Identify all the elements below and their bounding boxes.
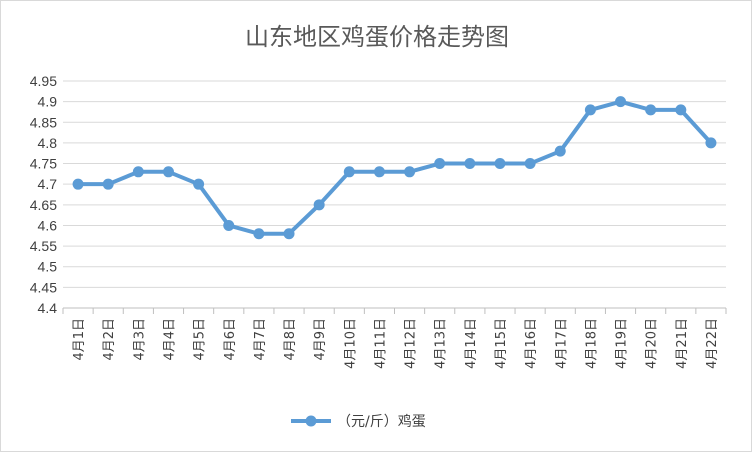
x-tick-label: 4月6日 xyxy=(223,318,238,361)
data-point xyxy=(434,158,446,170)
x-tick-label: 4月11日 xyxy=(373,318,388,369)
x-tick-label: 4月5日 xyxy=(193,318,208,361)
data-point xyxy=(253,228,265,240)
data-point xyxy=(554,145,566,157)
data-point xyxy=(404,166,416,178)
y-tick-label: 4.8 xyxy=(38,135,58,151)
data-point xyxy=(494,158,506,170)
y-tick-label: 4.5 xyxy=(38,259,58,275)
data-point xyxy=(132,166,144,178)
y-tick-label: 4.75 xyxy=(30,156,57,172)
legend-label: （元/斤）鸡蛋 xyxy=(337,413,426,430)
x-tick-label: 4月9日 xyxy=(313,318,328,361)
y-tick-label: 4.7 xyxy=(38,176,58,192)
x-tick-label: 4月7日 xyxy=(253,318,268,361)
y-tick-label: 4.85 xyxy=(30,114,57,130)
x-tick-label: 4月1日 xyxy=(72,318,87,361)
gridlines xyxy=(62,80,727,314)
data-point xyxy=(193,178,205,190)
x-tick-label: 4月16日 xyxy=(524,318,539,369)
data-point xyxy=(464,158,476,170)
x-tick-label: 4月15日 xyxy=(494,318,509,369)
x-tick-label: 4月3日 xyxy=(132,318,147,361)
y-axis-ticks: 4.95 4.9 4.85 4.8 4.75 4.7 4.65 4.6 4.55 4.5 4.45 4… xyxy=(30,73,57,316)
x-tick-label: 4月4日 xyxy=(162,318,177,361)
y-tick-label: 4.45 xyxy=(30,279,57,295)
x-tick-label: 4月17日 xyxy=(554,318,569,369)
data-point xyxy=(373,166,385,178)
x-tick-label: 4月20日 xyxy=(645,318,660,369)
x-tick-label: 4月18日 xyxy=(584,318,599,369)
series-line xyxy=(78,99,713,236)
y-tick-label: 4.65 xyxy=(30,197,57,213)
data-point xyxy=(705,137,717,149)
y-tick-label: 4.95 xyxy=(30,73,57,89)
data-point xyxy=(313,199,325,211)
data-point xyxy=(645,104,657,116)
data-point xyxy=(72,178,84,190)
x-tick-label: 4月13日 xyxy=(434,318,449,369)
x-tick-label: 4月2日 xyxy=(102,318,117,361)
data-point xyxy=(283,228,295,240)
y-tick-label: 4.6 xyxy=(38,217,58,233)
x-tick-label: 4月12日 xyxy=(404,318,419,369)
y-tick-label: 4.9 xyxy=(38,94,58,110)
x-tick-label: 4月19日 xyxy=(615,318,630,369)
data-point xyxy=(615,96,627,108)
data-point xyxy=(524,158,536,170)
series-eggs xyxy=(72,96,717,240)
y-tick-label: 4.55 xyxy=(30,238,57,254)
x-tick-label: 4月21日 xyxy=(675,318,690,369)
x-axis-ticks: 4月1日 4月2日 4月3日 4月4日 4月5日 4月6日 4月7日 4月8日 4月9日 4月10… xyxy=(72,318,720,369)
legend-marker xyxy=(305,415,317,427)
data-point xyxy=(162,166,174,178)
legend: （元/斤）鸡蛋 xyxy=(291,413,426,430)
x-tick-label: 4月14日 xyxy=(464,318,479,369)
data-point xyxy=(102,178,114,190)
data-point xyxy=(584,104,596,116)
x-tick-label: 4月10日 xyxy=(343,318,358,369)
data-point xyxy=(343,166,355,178)
data-point xyxy=(675,104,687,116)
x-tick-label: 4月8日 xyxy=(283,318,298,361)
data-point xyxy=(223,219,235,231)
chart-title: 山东地区鸡蛋价格走势图 xyxy=(245,23,509,51)
x-tick-label: 4月22日 xyxy=(705,318,720,369)
y-tick-label: 4.4 xyxy=(38,300,58,316)
